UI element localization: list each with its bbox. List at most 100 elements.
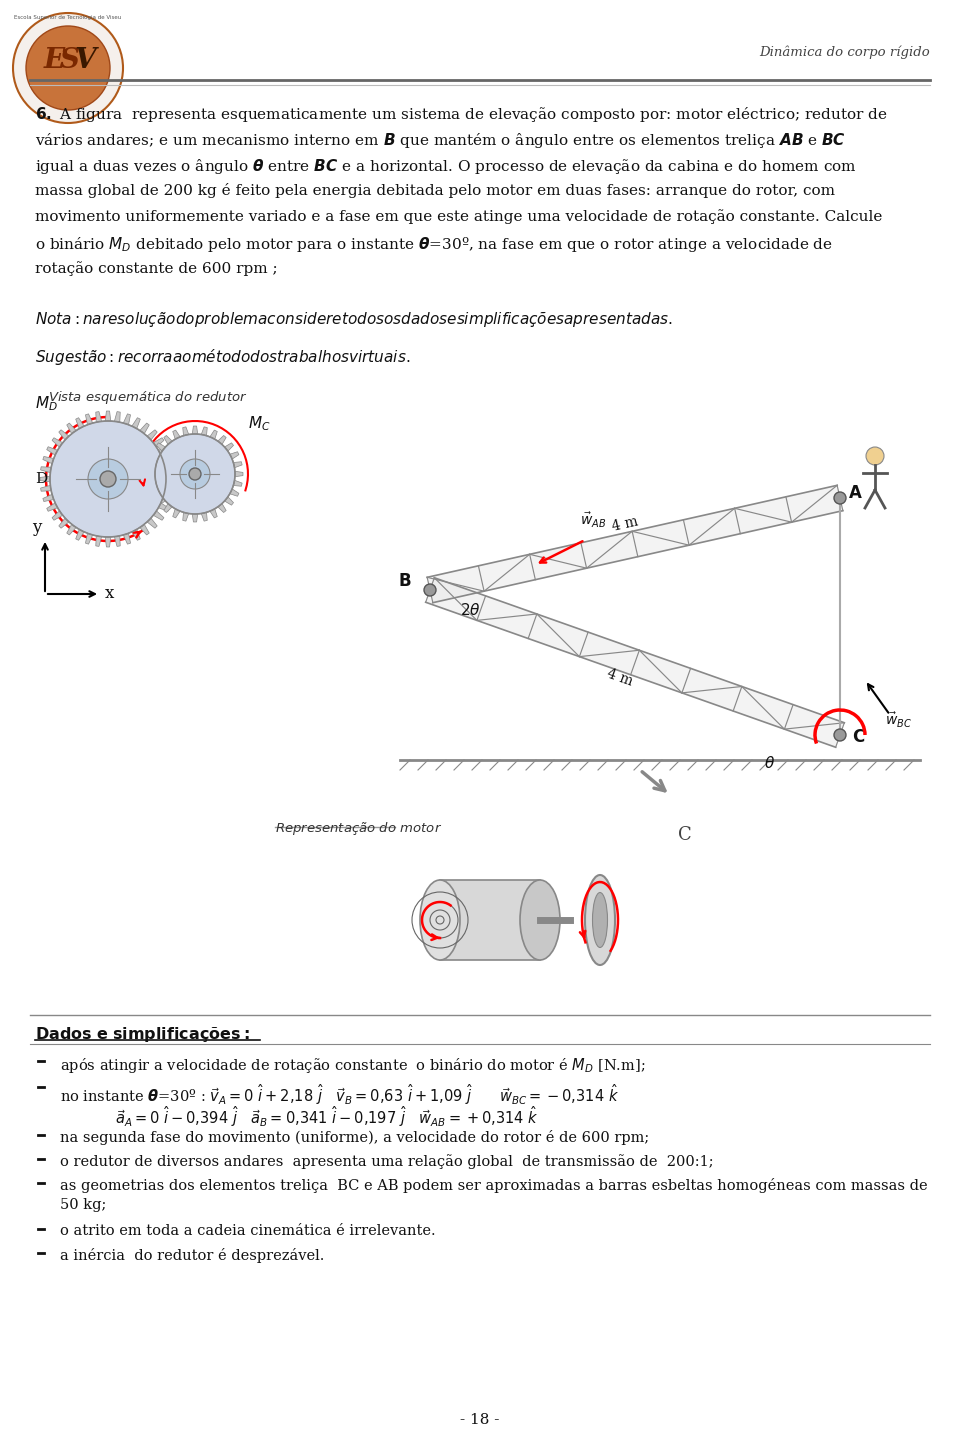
Text: x: x	[105, 586, 114, 603]
Text: $\mathbf{C}$: $\mathbf{C}$	[852, 728, 865, 745]
Text: C: C	[678, 826, 692, 844]
Text: $2\theta$: $2\theta$	[460, 602, 481, 617]
Text: massa global de 200 kg é feito pela energia debitada pelo motor em duas fases: a: massa global de 200 kg é feito pela ener…	[35, 182, 835, 198]
Circle shape	[180, 460, 210, 490]
Polygon shape	[140, 524, 149, 536]
Text: 4 m: 4 m	[611, 514, 639, 534]
Polygon shape	[76, 530, 84, 540]
Circle shape	[88, 460, 128, 498]
Polygon shape	[96, 536, 102, 546]
Polygon shape	[182, 513, 189, 521]
Polygon shape	[96, 412, 102, 422]
Polygon shape	[164, 435, 172, 445]
Polygon shape	[43, 494, 54, 501]
Text: a inércia  do redutor é desprezável.: a inércia do redutor é desprezável.	[60, 1248, 324, 1264]
Text: na segunda fase do movimento (uniforme), a velocidade do rotor é de 600 rpm;: na segunda fase do movimento (uniforme),…	[60, 1130, 649, 1144]
Polygon shape	[154, 438, 164, 447]
Ellipse shape	[420, 880, 460, 961]
Polygon shape	[132, 418, 140, 428]
Text: $\mathbf{6.}$ A figura  representa esquematicamente um sistema de elevação compo: $\mathbf{6.}$ A figura representa esquem…	[35, 105, 888, 123]
Circle shape	[834, 493, 846, 504]
Polygon shape	[123, 414, 131, 425]
Circle shape	[50, 421, 166, 537]
Circle shape	[866, 447, 884, 465]
Text: V: V	[74, 46, 96, 73]
Ellipse shape	[592, 893, 608, 948]
Text: y: y	[33, 518, 41, 536]
Text: $\it{Representação\ do\ motor}$: $\it{Representação\ do\ motor}$	[275, 820, 443, 837]
Polygon shape	[106, 537, 110, 547]
Polygon shape	[182, 426, 189, 435]
Polygon shape	[218, 504, 227, 513]
Polygon shape	[147, 518, 157, 528]
Polygon shape	[173, 429, 180, 439]
Polygon shape	[147, 471, 156, 477]
Polygon shape	[165, 485, 176, 491]
Polygon shape	[233, 480, 242, 487]
Polygon shape	[67, 524, 76, 536]
Polygon shape	[154, 511, 164, 520]
Polygon shape	[114, 536, 120, 546]
Text: $\it{Nota: na resolução do problema considere todos os dados e simplificações ap: $\it{Nota: na resolução do problema cons…	[35, 309, 673, 329]
Circle shape	[100, 471, 116, 487]
Polygon shape	[40, 467, 51, 472]
Text: $\it{Sugestão: recorra ao método dos trabalhos virtuais.}$: $\it{Sugestão: recorra ao método dos tra…	[35, 348, 410, 368]
Polygon shape	[85, 533, 93, 544]
Polygon shape	[148, 480, 156, 487]
Text: 50 kg;: 50 kg;	[60, 1198, 107, 1212]
Circle shape	[834, 729, 846, 741]
Polygon shape	[148, 462, 156, 468]
Text: as geometrias dos elementos treliça  BC e AB podem ser aproximadas a barras esbe: as geometrias dos elementos treliça BC e…	[60, 1178, 927, 1193]
Text: $\it{Vista\ esquemática\ do\ redutor}$: $\it{Vista\ esquemática\ do\ redutor}$	[48, 389, 248, 406]
Polygon shape	[151, 488, 160, 497]
Text: vários andares; e um mecanismo interno em $\boldsymbol{B}$ que mantém o ângulo e: vários andares; e um mecanismo interno e…	[35, 131, 846, 149]
Polygon shape	[164, 504, 172, 513]
Polygon shape	[52, 511, 62, 520]
Polygon shape	[151, 452, 160, 460]
Polygon shape	[132, 530, 140, 540]
Text: S: S	[60, 46, 80, 73]
Text: Dinâmica do corpo rígido: Dinâmica do corpo rígido	[759, 46, 930, 59]
Polygon shape	[173, 508, 180, 518]
Text: $M_D$: $M_D$	[35, 395, 58, 414]
Circle shape	[424, 584, 436, 596]
Ellipse shape	[585, 875, 615, 965]
Polygon shape	[85, 414, 93, 425]
Circle shape	[13, 13, 123, 123]
Text: o redutor de diversos andares  apresenta uma relação global  de transmissão de  : o redutor de diversos andares apresenta …	[60, 1155, 713, 1169]
Text: igual a duas vezes o ângulo $\boldsymbol{\theta}$ entre $\boldsymbol{BC}$ e a ho: igual a duas vezes o ângulo $\boldsymbol…	[35, 157, 857, 177]
Polygon shape	[202, 513, 207, 521]
Text: o binário $M_D$ debitado pelo motor para o instante $\boldsymbol{\theta}$=30º, n: o binário $M_D$ debitado pelo motor para…	[35, 236, 833, 254]
Polygon shape	[67, 424, 76, 434]
Polygon shape	[425, 577, 845, 747]
Text: $\vec{a}_A = 0\ \hat{i}-0{,}394\ \hat{j}$$\quad\vec{a}_B = 0{,}341\ \hat{i}-0{,}: $\vec{a}_A = 0\ \hat{i}-0{,}394\ \hat{j}…	[115, 1104, 539, 1129]
Ellipse shape	[520, 880, 560, 961]
Polygon shape	[47, 447, 58, 455]
Polygon shape	[76, 418, 84, 428]
Circle shape	[26, 26, 110, 111]
Text: Escola Superior de Tecnologia de Viseu: Escola Superior de Tecnologia de Viseu	[14, 16, 122, 20]
Polygon shape	[47, 503, 58, 511]
Polygon shape	[202, 426, 207, 435]
Text: o atrito em toda a cadeia cinemática é irrelevante.: o atrito em toda a cadeia cinemática é i…	[60, 1223, 436, 1238]
Polygon shape	[166, 477, 176, 481]
Polygon shape	[440, 880, 540, 961]
Text: após atingir a velocidade de rotação constante  o binário do motor é $M_D$ [N.m]: após atingir a velocidade de rotação con…	[60, 1055, 645, 1076]
Polygon shape	[40, 485, 51, 491]
Text: E: E	[43, 46, 64, 73]
Polygon shape	[158, 503, 169, 511]
Polygon shape	[225, 497, 233, 505]
Text: D: D	[35, 472, 47, 485]
Polygon shape	[43, 457, 54, 464]
Polygon shape	[192, 514, 198, 521]
Text: no instante $\boldsymbol{\theta}$=30º : $\vec{v}_A = 0\ \hat{i}+2{,}18\ \hat{j}$: no instante $\boldsymbol{\theta}$=30º : …	[60, 1081, 619, 1107]
Text: $M_C$: $M_C$	[248, 415, 271, 434]
Polygon shape	[123, 533, 131, 544]
Text: $\mathbf{A}$: $\mathbf{A}$	[848, 484, 863, 501]
Polygon shape	[218, 435, 227, 445]
Polygon shape	[140, 424, 149, 434]
Polygon shape	[210, 508, 217, 518]
Polygon shape	[158, 447, 169, 455]
Polygon shape	[156, 442, 165, 451]
Text: rotação constante de 600 rpm ;: rotação constante de 600 rpm ;	[35, 261, 277, 276]
